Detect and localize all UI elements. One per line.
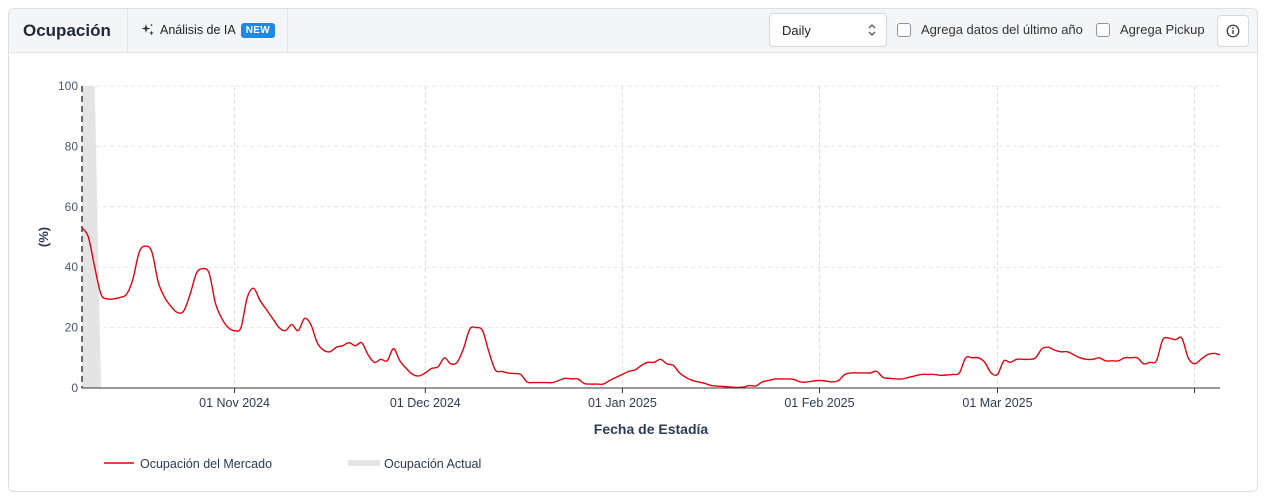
legend-label-market: Ocupación del Mercado	[140, 457, 272, 471]
ai-analysis-button[interactable]: Análisis de IA NEW	[141, 19, 275, 41]
header-divider	[127, 9, 128, 52]
new-badge: NEW	[240, 22, 275, 38]
x-axis-label: Fecha de Estadía	[594, 421, 709, 437]
granularity-value: Daily	[782, 23, 811, 38]
header-divider	[287, 9, 288, 52]
y-axis-label: (%)	[36, 227, 51, 247]
info-icon	[1226, 24, 1240, 38]
y-tick-label: 80	[65, 139, 79, 153]
legend-swatch-actual-area	[348, 460, 380, 466]
sparkle-icon	[141, 23, 154, 36]
checkbox-box[interactable]	[1096, 22, 1110, 37]
legend-item-market[interactable]: Ocupación del Mercado	[104, 457, 272, 471]
x-tick-label: 01 Mar 2025	[962, 396, 1032, 410]
x-tick-label: 01 Nov 2024	[199, 396, 270, 410]
chart-legend: Ocupación del Mercado Ocupación Actual	[104, 457, 481, 471]
info-button[interactable]	[1217, 15, 1249, 47]
chart-axes: 0 20 40 60 80 100 01 Nov 2024 01 Dec 2024 01 Jan…	[58, 79, 1220, 410]
x-tick-label: 01 Jan 2025	[588, 396, 657, 410]
legend-label-actual: Ocupación Actual	[384, 457, 481, 471]
y-tick-label: 100	[58, 79, 78, 93]
checkbox-box[interactable]	[897, 22, 911, 37]
card-title: Ocupación	[23, 21, 111, 40]
chart-marks	[81, 86, 1221, 389]
y-tick-label: 60	[65, 200, 79, 214]
x-tick-label: 01 Feb 2025	[784, 396, 854, 410]
occupancy-card: Ocupación Análisis de IA NEW Daily Agreg…	[8, 8, 1258, 492]
market-occupancy-line	[81, 227, 1221, 389]
actual-occupancy-area	[82, 86, 102, 388]
chevron-updown-icon	[868, 24, 876, 36]
chart-grid	[82, 85, 1220, 388]
card-header: Ocupación Análisis de IA NEW Daily Agreg…	[9, 9, 1257, 53]
granularity-select[interactable]: Daily	[769, 13, 887, 47]
y-tick-label: 20	[65, 321, 79, 335]
last-year-label: Agrega datos del último año	[921, 22, 1083, 37]
pickup-checkbox[interactable]: Agrega Pickup	[1096, 22, 1205, 37]
x-tick-label: 01 Dec 2024	[390, 396, 461, 410]
ai-analysis-label: Análisis de IA	[160, 23, 236, 37]
y-tick-label: 40	[65, 260, 79, 274]
pickup-label: Agrega Pickup	[1120, 22, 1205, 37]
last-year-checkbox[interactable]: Agrega datos del último año	[897, 22, 1083, 37]
y-tick-label: 0	[71, 381, 78, 395]
legend-item-actual[interactable]: Ocupación Actual	[348, 457, 481, 471]
